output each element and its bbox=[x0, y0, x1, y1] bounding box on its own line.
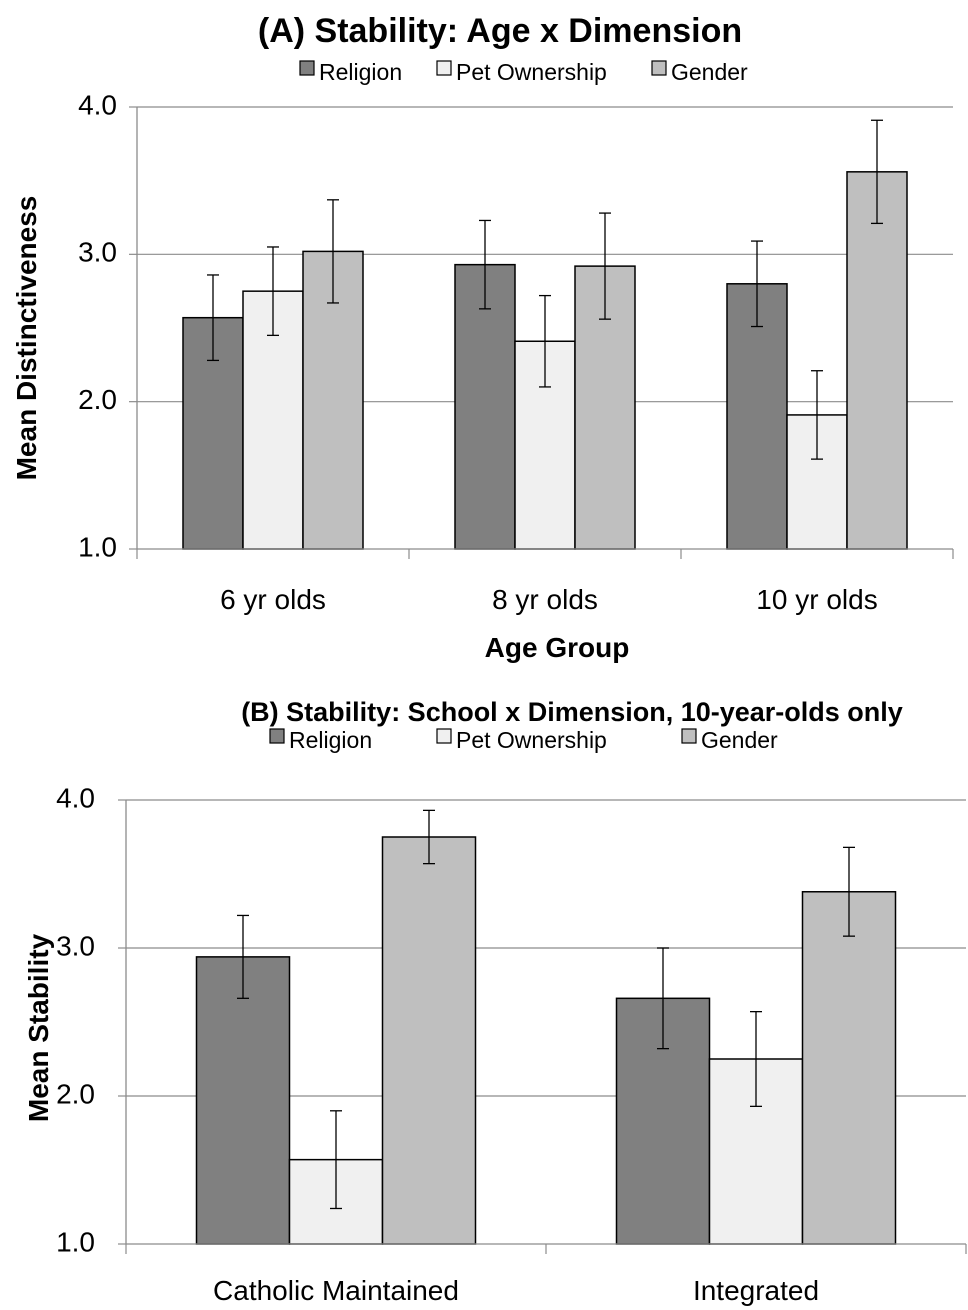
panel-b-title: (B) Stability: School x Dimension, 10-ye… bbox=[241, 697, 903, 727]
panel-a-y-axis-title: Mean Distinctiveness bbox=[11, 196, 42, 481]
legend-label-0: Religion bbox=[319, 59, 402, 85]
legend-swatch-1 bbox=[436, 728, 452, 744]
legend-label-1: Pet Ownership bbox=[456, 59, 607, 85]
error-bar bbox=[871, 119, 883, 225]
bar-religion-2 bbox=[726, 283, 788, 550]
error-bar bbox=[330, 1110, 342, 1210]
bar-religion-0 bbox=[195, 956, 291, 1245]
x-category-label: 10 yr olds bbox=[756, 584, 877, 615]
bar-gender-2 bbox=[846, 171, 908, 550]
x-category-label: 6 yr olds bbox=[220, 584, 326, 615]
bar-gender-1 bbox=[801, 891, 897, 1245]
error-bar bbox=[207, 274, 219, 362]
y-tick-label: 4.0 bbox=[56, 782, 95, 813]
legend-swatch-1 bbox=[436, 60, 452, 76]
error-bar bbox=[599, 212, 611, 320]
bar-religion-1 bbox=[454, 263, 516, 550]
y-tick-label: 3.0 bbox=[56, 930, 95, 961]
legend-label-1: Pet Ownership bbox=[456, 727, 607, 753]
error-bar bbox=[423, 809, 435, 865]
x-category-label: 8 yr olds bbox=[492, 584, 598, 615]
error-bar bbox=[750, 1010, 762, 1108]
error-bar bbox=[267, 246, 279, 337]
y-tick-label: 2.0 bbox=[78, 384, 117, 415]
error-bar bbox=[843, 846, 855, 937]
y-tick-label: 1.0 bbox=[78, 531, 117, 562]
legend-label-0: Religion bbox=[289, 727, 372, 753]
error-bar bbox=[811, 370, 823, 460]
panel-a-legend: Religion Pet Ownership Gender bbox=[299, 59, 748, 85]
bar-gender-0 bbox=[381, 836, 477, 1245]
error-bar bbox=[237, 914, 249, 999]
error-bar bbox=[327, 199, 339, 304]
error-bar bbox=[751, 240, 763, 328]
legend-label-2: Gender bbox=[701, 727, 778, 753]
panel-b-legend: Religion Pet Ownership Gender bbox=[269, 727, 778, 753]
legend-swatch-0 bbox=[299, 60, 315, 76]
legend-label-2: Gender bbox=[671, 59, 748, 85]
legend-swatch-2 bbox=[651, 60, 667, 76]
panel-a-x-axis-title: Age Group bbox=[485, 632, 630, 663]
y-tick-label: 1.0 bbox=[56, 1226, 95, 1257]
error-bar bbox=[539, 294, 551, 388]
y-tick-label: 4.0 bbox=[78, 89, 117, 120]
panel-a: (A) Stability: Age x Dimension Religion P… bbox=[11, 12, 954, 663]
x-category-label: Catholic Maintained bbox=[213, 1275, 459, 1306]
error-bar bbox=[657, 947, 669, 1050]
panel-b: (B) Stability: School x Dimension, 10-ye… bbox=[23, 697, 967, 1306]
panel-a-title: (A) Stability: Age x Dimension bbox=[258, 12, 742, 50]
legend-swatch-0 bbox=[269, 728, 285, 744]
legend-swatch-2 bbox=[681, 728, 697, 744]
x-category-label: Integrated bbox=[693, 1275, 819, 1306]
y-tick-label: 3.0 bbox=[78, 237, 117, 268]
y-tick-label: 2.0 bbox=[56, 1078, 95, 1109]
panel-b-y-axis-title: Mean Stability bbox=[23, 933, 54, 1122]
error-bar bbox=[479, 219, 491, 310]
